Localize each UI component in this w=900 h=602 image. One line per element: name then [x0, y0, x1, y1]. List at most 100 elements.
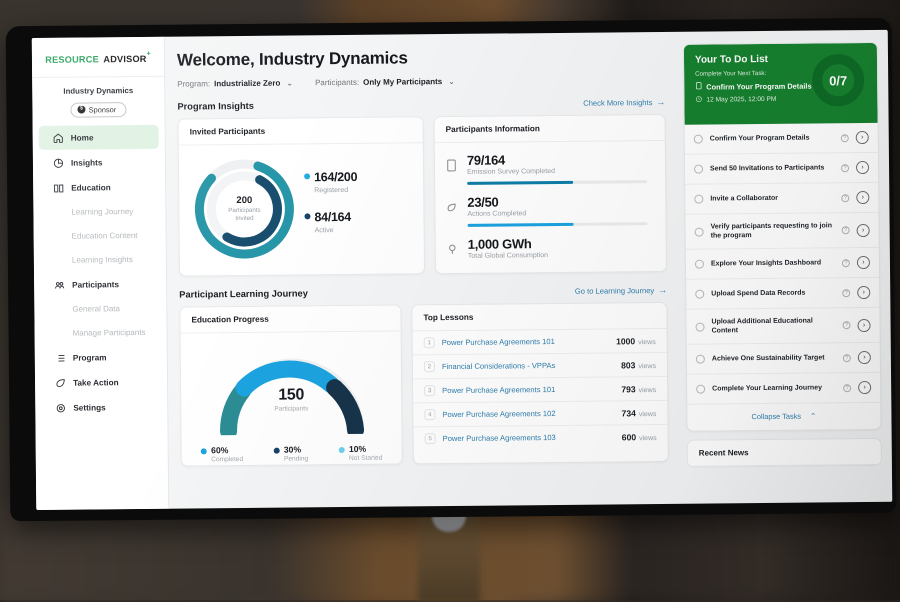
- list-item[interactable]: Invite a Collaborator ? ›: [685, 183, 878, 215]
- todo-counter: 0/7: [811, 53, 866, 108]
- chevron-right-icon[interactable]: ›: [856, 161, 869, 174]
- help-icon[interactable]: ?: [842, 289, 850, 297]
- sidebar-item-program[interactable]: Program: [41, 345, 161, 370]
- sidebar-item-home[interactable]: Home: [39, 125, 159, 150]
- legend-label: Pending: [284, 455, 308, 462]
- participants-filter[interactable]: Participants:Only My Participants⌄: [315, 77, 455, 87]
- help-icon[interactable]: ?: [842, 226, 850, 234]
- sidebar-subitem-education-content[interactable]: Education Content: [40, 224, 160, 248]
- help-icon[interactable]: ?: [843, 384, 851, 392]
- help-icon[interactable]: ?: [841, 194, 849, 202]
- brand-word-resource: RESOURCE: [45, 54, 99, 65]
- pie-chart-icon: [53, 157, 64, 168]
- help-icon[interactable]: ?: [841, 164, 849, 172]
- stat-row-actions-completed: 23/50 Actions Completed: [446, 193, 654, 227]
- legend-value: 164/200: [314, 170, 357, 184]
- bulb-icon: [447, 237, 460, 260]
- donut-legend: 164/200 Registered 84/164 Active: [304, 168, 358, 249]
- list-item[interactable]: Send 50 Invitations to Participants ? ›: [685, 153, 878, 185]
- views-word: views: [639, 435, 657, 442]
- lesson-title-link[interactable]: Financial Considerations - VPPAs: [442, 360, 621, 371]
- card-title: Education Progress: [180, 305, 400, 333]
- legend-item-pending: 30% Pending: [274, 444, 308, 462]
- checkbox-icon[interactable]: [694, 135, 703, 144]
- checkbox-icon[interactable]: [696, 355, 705, 364]
- list-item[interactable]: Achieve One Sustainability Target ? ›: [687, 343, 880, 375]
- sidebar-subitem-learning-journey[interactable]: Learning Journey: [39, 200, 159, 224]
- todo-header: Your To Do List Complete Your Next Task:…: [684, 43, 878, 125]
- program-filter[interactable]: Program:Industrialize Zero⌄: [177, 79, 293, 89]
- legend-label: Completed: [211, 456, 243, 463]
- brand-logo[interactable]: RESOURCE ADVISOR+: [32, 37, 164, 78]
- progress-bar-track: [468, 222, 648, 227]
- gear-icon: [55, 402, 66, 413]
- list-item[interactable]: Upload Spend Data Records ? ›: [686, 278, 879, 310]
- collapse-tasks-button[interactable]: Collapse Tasks ⌃: [687, 403, 880, 431]
- lesson-title-link[interactable]: Power Purchase Agreements 103: [443, 432, 622, 443]
- progress-bar-track: [467, 180, 647, 185]
- chevron-right-icon[interactable]: ›: [856, 191, 869, 204]
- program-insights-header: Program Insights Check More Insights→: [177, 97, 677, 112]
- donut-center-label-2: Invited: [235, 215, 253, 222]
- list-item[interactable]: Explore Your Insights Dashboard ? ›: [686, 248, 879, 280]
- chevron-right-icon[interactable]: ›: [857, 223, 870, 236]
- card-body: 79/164 Emission Survey Completed 23/50 A…: [435, 141, 666, 272]
- task-label: Complete Your Learning Journey: [712, 383, 836, 393]
- lesson-title-link[interactable]: Power Purchase Agreements 102: [442, 408, 621, 419]
- list-item[interactable]: Confirm Your Program Details ? ›: [685, 123, 878, 155]
- sidebar-item-label: Education: [71, 183, 111, 192]
- chevron-right-icon[interactable]: ›: [858, 351, 871, 364]
- checkbox-icon[interactable]: [695, 227, 704, 236]
- check-more-insights-link[interactable]: Check More Insights→: [583, 97, 665, 108]
- list-item[interactable]: Upload Additional Educational Content ? …: [686, 308, 879, 345]
- stat-value: 1,000 GWh: [468, 235, 655, 252]
- participants-filter-value: Only My Participants: [363, 77, 442, 87]
- sidebar-item-education[interactable]: Education: [39, 175, 159, 200]
- donut-center-label-1: Participants: [228, 207, 260, 214]
- checkbox-icon[interactable]: [695, 290, 704, 299]
- go-to-learning-journey-link[interactable]: Go to Learning Journey→: [575, 285, 667, 296]
- checkbox-icon[interactable]: [694, 165, 703, 174]
- card-top-lessons: Top Lessons 1 Power Purchase Agreements …: [411, 302, 669, 464]
- views-count: 734: [621, 408, 635, 418]
- collapse-tasks-label: Collapse Tasks: [751, 412, 801, 421]
- checkbox-icon[interactable]: [696, 322, 705, 331]
- checkbox-icon[interactable]: [694, 195, 703, 204]
- rank-badge: 5: [425, 433, 436, 444]
- chevron-right-icon[interactable]: ›: [856, 131, 869, 144]
- donut-chart-row: 200 Participants Invited: [190, 153, 413, 263]
- chevron-right-icon[interactable]: ›: [858, 381, 871, 394]
- checkbox-icon[interactable]: [695, 260, 704, 269]
- chevron-right-icon[interactable]: ›: [857, 318, 870, 331]
- sidebar-item-label: Take Action: [73, 378, 119, 387]
- checkbox-icon[interactable]: [696, 385, 705, 394]
- lesson-title-link[interactable]: Power Purchase Agreements 101: [442, 336, 616, 347]
- list-item[interactable]: Complete Your Learning Journey ? ›: [687, 373, 880, 405]
- help-icon[interactable]: ?: [843, 321, 851, 329]
- help-icon[interactable]: ?: [841, 134, 849, 142]
- sidebar-item-participants[interactable]: Participants: [40, 272, 160, 297]
- sidebar-subitem-general-data[interactable]: General Data: [40, 297, 160, 321]
- legend-percent: 10%: [349, 444, 382, 454]
- sidebar-subitem-manage-participants[interactable]: Manage Participants: [40, 321, 160, 345]
- lesson-title-link[interactable]: Power Purchase Agreements 101: [442, 384, 621, 395]
- participants-filter-label: Participants:: [315, 78, 359, 87]
- status-badge-sponsor[interactable]: Sponsor: [71, 102, 127, 118]
- sidebar-item-settings[interactable]: Settings: [41, 395, 161, 420]
- card-title: Recent News: [688, 439, 881, 467]
- views-word: views: [638, 339, 656, 346]
- chevron-right-icon[interactable]: ›: [857, 286, 870, 299]
- legend-dot: [274, 448, 280, 454]
- sidebar-item-take-action[interactable]: Take Action: [41, 370, 161, 395]
- help-icon[interactable]: ?: [843, 354, 851, 362]
- list-item[interactable]: Verify participants requesting to join t…: [685, 213, 878, 250]
- chevron-right-icon[interactable]: ›: [857, 256, 870, 269]
- sidebar-subitem-learning-insights[interactable]: Learning Insights: [40, 248, 160, 272]
- help-icon[interactable]: ?: [842, 259, 850, 267]
- sidebar-item-insights[interactable]: Insights: [39, 150, 159, 175]
